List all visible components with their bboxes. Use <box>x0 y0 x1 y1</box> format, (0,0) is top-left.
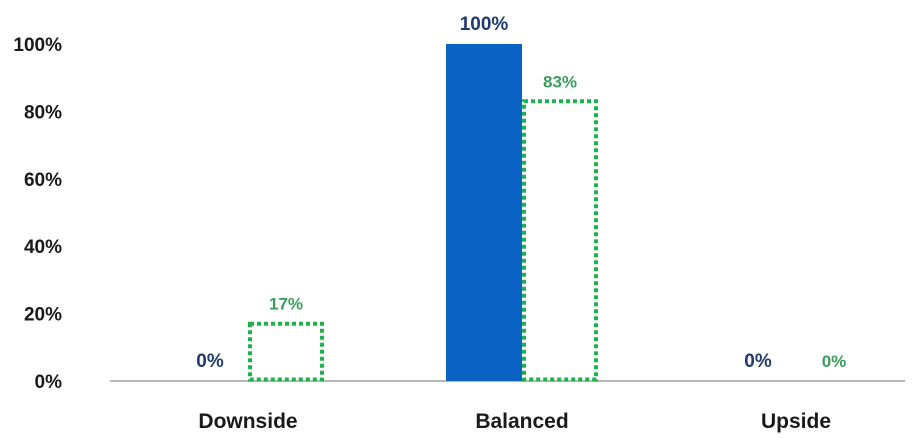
y-tick-label: 100% <box>13 35 62 56</box>
y-tick-label: 80% <box>24 102 62 123</box>
value-label-series2-upside: 0% <box>822 352 847 371</box>
value-label-series1-balanced: 100% <box>460 14 509 35</box>
value-label-series2-balanced: 83% <box>543 72 577 91</box>
x-category-label: Balanced <box>475 410 568 433</box>
y-tick-label: 0% <box>35 372 63 393</box>
bars <box>250 44 596 381</box>
y-tick-label: 60% <box>24 170 62 191</box>
bar-series2-balanced <box>524 101 596 379</box>
bar-series1-balanced <box>446 44 522 381</box>
y-tick-label: 40% <box>24 237 62 258</box>
x-axis-categories: Downside Balanced Upside <box>198 410 831 433</box>
value-label-series1-downside: 0% <box>196 351 224 372</box>
value-label-series2-downside: 17% <box>269 295 303 314</box>
x-category-label: Upside <box>761 410 831 433</box>
y-axis-ticks: 0% 20% 40% 60% 80% 100% <box>13 35 62 393</box>
bar-series2-downside <box>250 324 322 380</box>
y-tick-label: 20% <box>24 305 62 326</box>
value-label-series1-upside: 0% <box>744 351 772 372</box>
x-category-label: Downside <box>198 410 297 433</box>
